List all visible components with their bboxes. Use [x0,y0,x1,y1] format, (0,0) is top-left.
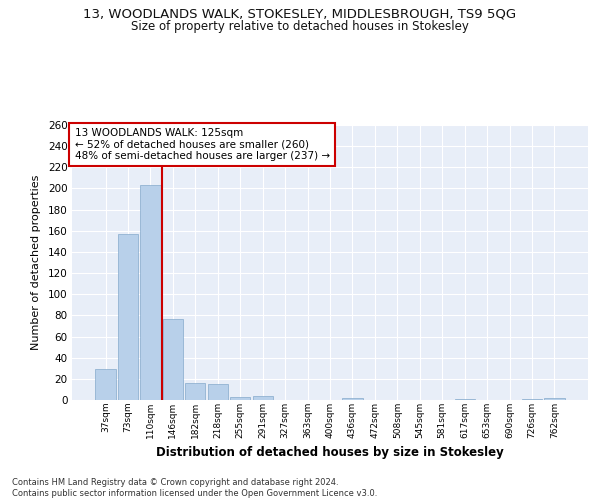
Y-axis label: Number of detached properties: Number of detached properties [31,175,41,350]
Text: 13 WOODLANDS WALK: 125sqm
← 52% of detached houses are smaller (260)
48% of semi: 13 WOODLANDS WALK: 125sqm ← 52% of detac… [74,128,330,161]
Bar [343,398,362,400]
Bar [163,318,183,400]
Bar [185,383,205,400]
Bar [230,397,250,400]
Text: Contains HM Land Registry data © Crown copyright and database right 2024.
Contai: Contains HM Land Registry data © Crown c… [12,478,377,498]
Bar [455,399,475,400]
Bar [253,396,273,400]
X-axis label: Distribution of detached houses by size in Stokesley: Distribution of detached houses by size … [156,446,504,459]
Text: 13, WOODLANDS WALK, STOKESLEY, MIDDLESBROUGH, TS9 5QG: 13, WOODLANDS WALK, STOKESLEY, MIDDLESBR… [83,8,517,20]
Bar [140,186,161,400]
Bar [522,399,542,400]
Bar [95,370,116,400]
Bar [544,398,565,400]
Text: Size of property relative to detached houses in Stokesley: Size of property relative to detached ho… [131,20,469,33]
Bar [208,384,228,400]
Bar [118,234,138,400]
